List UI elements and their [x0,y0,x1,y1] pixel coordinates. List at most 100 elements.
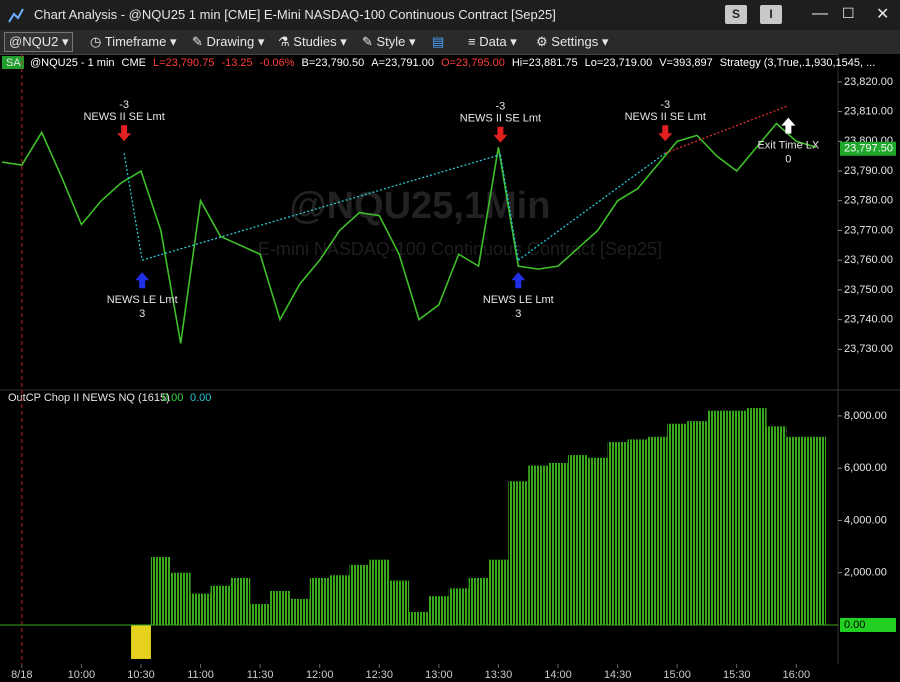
equity-bar [746,408,767,625]
x-tick-label: 8/18 [11,669,32,681]
maximize[interactable]: ☐ [842,5,855,21]
header-item: -13.25 [221,57,252,69]
x-tick-label: 14:30 [604,669,632,681]
i-button[interactable]: I [760,5,782,24]
sell-arrow [493,126,508,143]
equity-bar [150,557,171,625]
buy-arrow [135,272,150,289]
signal-qty: 3 [515,308,521,320]
equity-bar [587,457,608,625]
equity-bar [786,436,807,625]
y-tick-label: 23,770.00 [844,224,893,236]
equity-bar [329,575,350,625]
equity-bar [230,577,251,625]
last-price-box [840,141,896,156]
studies-menu[interactable]: ⚗ Studies ▾ [278,34,347,49]
y-tick-label: 23,760.00 [844,254,893,266]
equity-bar [170,572,191,625]
s-button[interactable]: S [725,5,747,24]
menu-label: Style [376,34,406,49]
equity-bar [250,604,271,625]
style-menu[interactable]: ✎ Style ▾ [362,34,416,49]
app-icon [8,8,24,23]
y-tick-label: 23,780.00 [844,195,893,207]
equity-bar [428,596,449,625]
equity-bar [289,598,310,625]
y-tick-label: 23,790.00 [844,165,893,177]
data-menu[interactable]: ≡ Data ▾ [468,34,517,49]
header-item: A=23,791.00 [371,57,434,69]
x-tick-label: 11:30 [247,669,274,681]
signal-qty: -3 [660,99,670,111]
y-tick-label: 23,810.00 [844,106,893,118]
equity-bar [806,436,827,625]
header-item: L=23,790.75 [153,57,214,69]
x-tick-label: 13:00 [425,669,453,681]
equity-bar [131,624,151,659]
menu-label: Studies [293,34,337,49]
equity-bar [448,588,469,625]
header-item: @NQU25 - 1 min [30,57,115,69]
equity-bar [210,585,231,625]
equity-bar [190,593,211,625]
equity-bar [389,580,410,625]
equity-bar [548,462,568,625]
equity-bar [567,455,588,625]
equity-bar [309,577,330,625]
x-tick-label: 16:00 [783,669,811,681]
equity-bar [726,410,747,625]
layout-icon[interactable]: ▤ [432,34,445,49]
x-tick-label: 11:00 [187,669,214,681]
equity-bar [488,559,509,625]
equity-bar [687,421,707,625]
indicator-title: OutCP Chop II NEWS NQ (1615) [8,392,170,404]
symbol-box[interactable]: @NQU2 ▾ [4,32,74,52]
watermark: E-mini NASDAQ-100 Continuous Contract [S… [258,239,662,259]
x-tick-label: 10:30 [127,669,155,681]
exit-arrow [781,117,796,134]
minimize[interactable]: — [812,5,828,22]
equity-bar [647,436,668,625]
signal-name: NEWS LE Lmt [483,294,554,306]
buy-arrow [511,272,526,289]
header-item: O=23,795.00 [441,57,505,69]
equity-bar [607,442,628,625]
price-line [1,122,817,344]
x-tick-label: 14:00 [544,669,572,681]
equity-bar [270,591,290,625]
signal-name: NEWS II SE Lmt [460,113,541,125]
signal-name: NEWS II SE Lmt [625,111,706,123]
signal-name: NEWS LE Lmt [107,294,178,306]
y-tick-label: 8,000.00 [844,410,887,422]
equity-bar [468,577,489,625]
x-tick-label: 12:30 [366,669,394,681]
trade-line [123,153,143,261]
header-item: CME [122,57,146,69]
toolbar: @NQU2 ▾ ◷ Timeframe ▾ ✎ Drawing ▾ ⚗ Stud… [0,30,900,55]
settings-menu[interactable]: ⚙ Settings ▾ [536,34,609,49]
close[interactable]: ✕ [876,6,890,23]
sell-arrow [117,125,132,142]
badge [2,56,24,69]
last-value-box [840,617,896,632]
equity-bar [528,465,549,625]
equity-bar [409,611,429,625]
y-tick-label: 23,750.00 [844,284,893,296]
equity-bar [706,410,727,625]
signal-qty: 3 [139,308,145,320]
header-item: -0.06% [260,57,295,69]
y-tick-label: 6,000.00 [844,462,887,474]
last-value-label: 0.00 [844,619,865,631]
indicator-readout: 0.00 [190,392,211,404]
header-item: Strategy (3,True,.1,930,1545, ... [720,57,876,69]
equity-bar [667,423,688,625]
menu-label: Drawing [206,34,255,49]
timeframe-menu[interactable]: ◷ Timeframe ▾ [90,34,177,49]
window-title: Chart Analysis - @NQU25 1 min [CME] E-Mi… [34,7,556,22]
header-item: V=393,897 [659,57,713,69]
drawing-menu[interactable]: ✎ Drawing ▾ [192,34,265,49]
header-item: Lo=23,719.00 [585,57,653,69]
signal-qty: -3 [119,99,129,111]
y-tick-label: 23,820.00 [844,76,893,88]
